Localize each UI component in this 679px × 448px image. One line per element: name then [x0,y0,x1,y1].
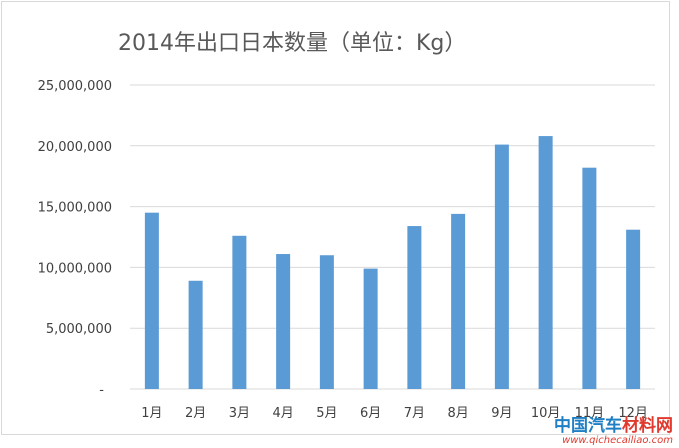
bar [582,167,597,389]
y-tick-label: 25,000,000 [38,79,112,94]
bar [276,254,291,389]
y-tick-label: 20,000,000 [38,140,112,155]
x-tick-label: 9月 [491,406,512,421]
x-tick-label: 12月 [618,406,648,421]
x-axis-ticks: 1月 2月 3月 4月 5月 6月 7月 8月 9月 10月 11月 12月 [141,406,648,421]
x-tick-label: 5月 [316,406,337,421]
y-tick-label: 10,000,000 [38,261,112,276]
x-tick-label: 10月 [531,406,561,421]
y-axis-ticks: - 5,000,000 10,000,000 15,000,000 20,000,000… [38,79,112,398]
x-tick-label: 7月 [404,406,425,421]
bar [363,268,378,389]
bar [451,213,466,389]
y-tick-label: 15,000,000 [38,201,112,216]
bar [232,235,247,389]
x-tick-label: 3月 [229,406,250,421]
x-tick-label: 11月 [575,406,605,421]
x-tick-label: 4月 [272,406,293,421]
bar [494,144,509,389]
bar [319,255,334,389]
chart-frame [1,1,670,435]
bar [144,212,159,389]
grid-lines [130,84,655,390]
y-tick-label: - [99,383,104,398]
chart-title: 2014年出口日本数量（单位：Kg） [118,31,466,56]
x-tick-label: 2月 [185,406,206,421]
watermark-name: 中国汽车材料网 [554,416,673,436]
bar [407,226,422,389]
x-tick-label: 1月 [141,406,162,421]
x-tick-label: 8月 [447,406,468,421]
watermark: 中国汽车材料网 www.qichecailiao.com [554,417,673,446]
bars [144,136,641,389]
bar [538,136,553,389]
y-tick-label: 5,000,000 [46,322,112,337]
watermark-url: www.qichecailiao.com [562,435,673,446]
bar [188,280,203,389]
bar [626,229,641,389]
x-tick-label: 6月 [360,406,381,421]
